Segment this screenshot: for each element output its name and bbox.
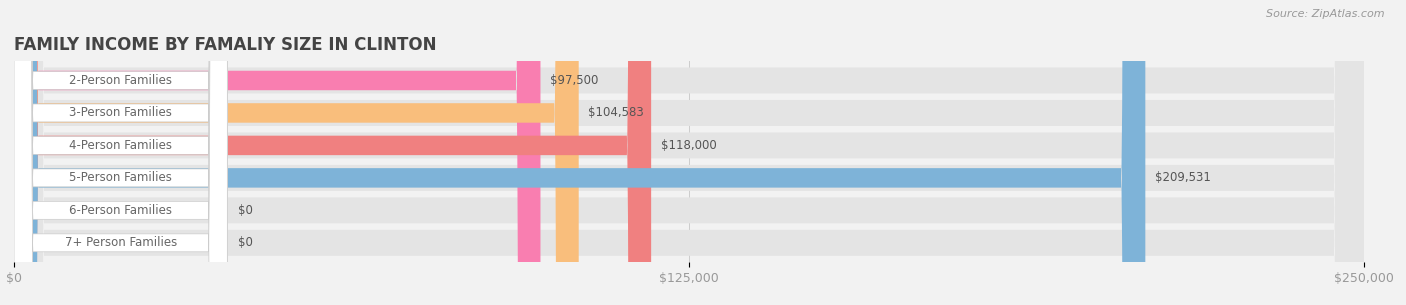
Text: 7+ Person Families: 7+ Person Families (65, 236, 177, 249)
FancyBboxPatch shape (14, 0, 1364, 305)
Text: $0: $0 (238, 236, 253, 249)
FancyBboxPatch shape (14, 0, 228, 305)
Text: $104,583: $104,583 (588, 106, 644, 120)
Text: $0: $0 (238, 204, 253, 217)
FancyBboxPatch shape (14, 0, 228, 305)
Text: $97,500: $97,500 (550, 74, 599, 87)
FancyBboxPatch shape (14, 0, 1364, 305)
FancyBboxPatch shape (14, 0, 1364, 305)
Text: $209,531: $209,531 (1154, 171, 1211, 185)
Text: Source: ZipAtlas.com: Source: ZipAtlas.com (1267, 9, 1385, 19)
Text: 2-Person Families: 2-Person Families (69, 74, 172, 87)
FancyBboxPatch shape (14, 0, 540, 305)
FancyBboxPatch shape (14, 0, 1364, 305)
Text: $118,000: $118,000 (661, 139, 716, 152)
FancyBboxPatch shape (14, 0, 1364, 305)
FancyBboxPatch shape (14, 0, 1364, 305)
Text: 3-Person Families: 3-Person Families (69, 106, 172, 120)
FancyBboxPatch shape (14, 0, 228, 305)
Text: 5-Person Families: 5-Person Families (69, 171, 172, 185)
FancyBboxPatch shape (14, 0, 579, 305)
FancyBboxPatch shape (14, 0, 228, 305)
FancyBboxPatch shape (14, 0, 651, 305)
Text: 4-Person Families: 4-Person Families (69, 139, 172, 152)
Text: 6-Person Families: 6-Person Families (69, 204, 172, 217)
FancyBboxPatch shape (14, 0, 1146, 305)
Text: FAMILY INCOME BY FAMALIY SIZE IN CLINTON: FAMILY INCOME BY FAMALIY SIZE IN CLINTON (14, 36, 436, 54)
FancyBboxPatch shape (14, 0, 228, 305)
FancyBboxPatch shape (14, 0, 228, 305)
